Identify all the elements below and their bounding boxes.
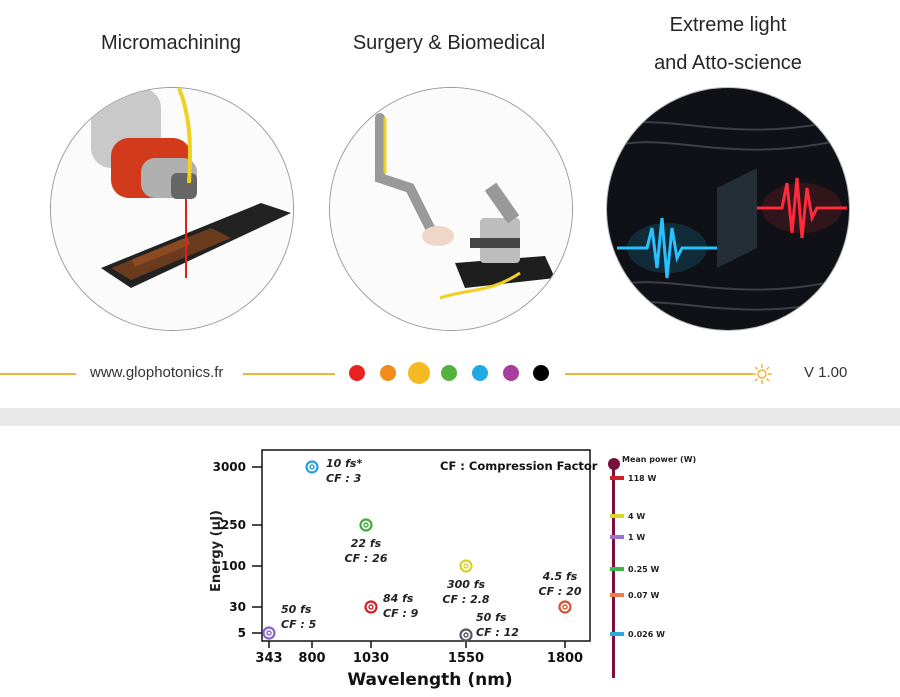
footer-line-right: [565, 373, 753, 375]
version-label: V 1.00: [804, 364, 848, 381]
y-axis-label: Energy (µJ): [209, 510, 224, 592]
point-3-cf-label: CF : 9: [383, 607, 419, 620]
sun-icon: [752, 364, 772, 384]
power-level-label-1: 4 W: [628, 512, 645, 521]
extreme-light-title-line1: Extreme light: [669, 14, 787, 36]
point-2-pulse-label: 22 fs: [351, 537, 382, 550]
power-level-swatch-2: [610, 535, 624, 539]
point-6-cf-label: CF : 20: [539, 585, 582, 598]
x-tick-label-1800: 1800: [547, 651, 583, 666]
point-5-marker-inner: [463, 632, 469, 638]
point-1-pulse-label: 10 fs*: [326, 457, 362, 470]
power-scale-title: Mean power (W): [622, 455, 696, 464]
power-level-label-3: 0.25 W: [628, 565, 660, 574]
website-link[interactable]: www.glophotonics.fr: [90, 364, 224, 381]
power-level-swatch-0: [610, 476, 624, 480]
surgery-biomedical-image: [329, 87, 573, 331]
point-2-marker-inner: [363, 522, 369, 528]
extreme-light-title-line2: and Atto-science: [654, 52, 802, 74]
point-3-pulse-label: 84 fs: [383, 592, 414, 605]
power-level-label-5: 0.026 W: [628, 630, 665, 639]
power-level-label-2: 1 W: [628, 533, 645, 542]
y-tick-label-5: 5: [238, 626, 246, 640]
y-tick-label-100: 100: [221, 559, 246, 573]
point-4-pulse-label: 300 fs: [447, 578, 486, 591]
y-tick-label-250: 250: [221, 518, 246, 532]
color-dot-purple: [503, 365, 519, 381]
energy-wavelength-chart: Energy (µJ) Wavelength (nm) CF : Compres…: [209, 449, 696, 690]
x-tick-label-1550: 1550: [448, 651, 484, 666]
y-tick-label-30: 30: [229, 600, 246, 614]
y-tick-label-3000: 3000: [213, 460, 246, 474]
point-3-marker: [364, 600, 378, 614]
point-5-pulse-label: 50 fs: [476, 611, 507, 624]
point-2-marker: [359, 518, 373, 532]
point-5-marker: [459, 628, 473, 642]
bottom-slide: Energy (µJ) Wavelength (nm) CF : Compres…: [0, 426, 900, 697]
power-level-swatch-4: [610, 593, 624, 597]
micromachining-image: [50, 87, 294, 331]
footer-line-mid: [243, 373, 335, 375]
extreme-light-image: [606, 87, 850, 331]
point-0-marker: [262, 626, 276, 640]
point-1-marker: [305, 460, 319, 474]
color-dot-black: [533, 365, 549, 381]
plot-frame: [261, 449, 591, 642]
point-1-cf-label: CF : 3: [326, 472, 362, 485]
point-6-marker: [558, 600, 572, 614]
power-level-label-4: 0.07 W: [628, 591, 660, 600]
point-6-marker-inner: [562, 604, 568, 610]
color-dot-green: [441, 365, 457, 381]
color-dot-yellow: [408, 362, 430, 384]
point-3-marker-inner: [368, 604, 374, 610]
power-level-label-0: 118 W: [628, 474, 656, 483]
color-dot-red: [349, 365, 365, 381]
point-4-cf-label: CF : 2.8: [442, 593, 489, 606]
micromachining-title: Micromachining: [100, 32, 242, 54]
point-2-cf-label: CF : 26: [345, 552, 388, 565]
power-level-swatch-3: [610, 567, 624, 571]
x-axis-label: Wavelength (nm): [347, 670, 512, 690]
point-1-marker-inner: [309, 464, 315, 470]
x-tick-label-1030: 1030: [353, 651, 389, 666]
compression-factor-note: CF : Compression Factor: [440, 459, 598, 473]
x-tick-label-800: 800: [298, 651, 325, 666]
point-0-marker-inner: [266, 630, 272, 636]
power-level-swatch-5: [610, 632, 624, 636]
surgery-biomedical-title: Surgery & Biomedical: [352, 32, 546, 54]
color-dot-orange: [380, 365, 396, 381]
point-5-cf-label: CF : 12: [476, 626, 519, 639]
color-dot-blue: [472, 365, 488, 381]
power-level-swatch-1: [610, 514, 624, 518]
top-slide: Micromachining Surgery & Biomedical Extr…: [0, 0, 900, 408]
x-tick-label-343: 343: [255, 651, 282, 666]
point-0-cf-label: CF : 5: [281, 618, 317, 631]
point-6-pulse-label: 4.5 fs: [542, 570, 578, 583]
point-4-marker-inner: [463, 563, 469, 569]
point-4-marker: [459, 559, 473, 573]
point-0-pulse-label: 50 fs: [281, 603, 312, 616]
footer-line-left: [0, 373, 76, 375]
